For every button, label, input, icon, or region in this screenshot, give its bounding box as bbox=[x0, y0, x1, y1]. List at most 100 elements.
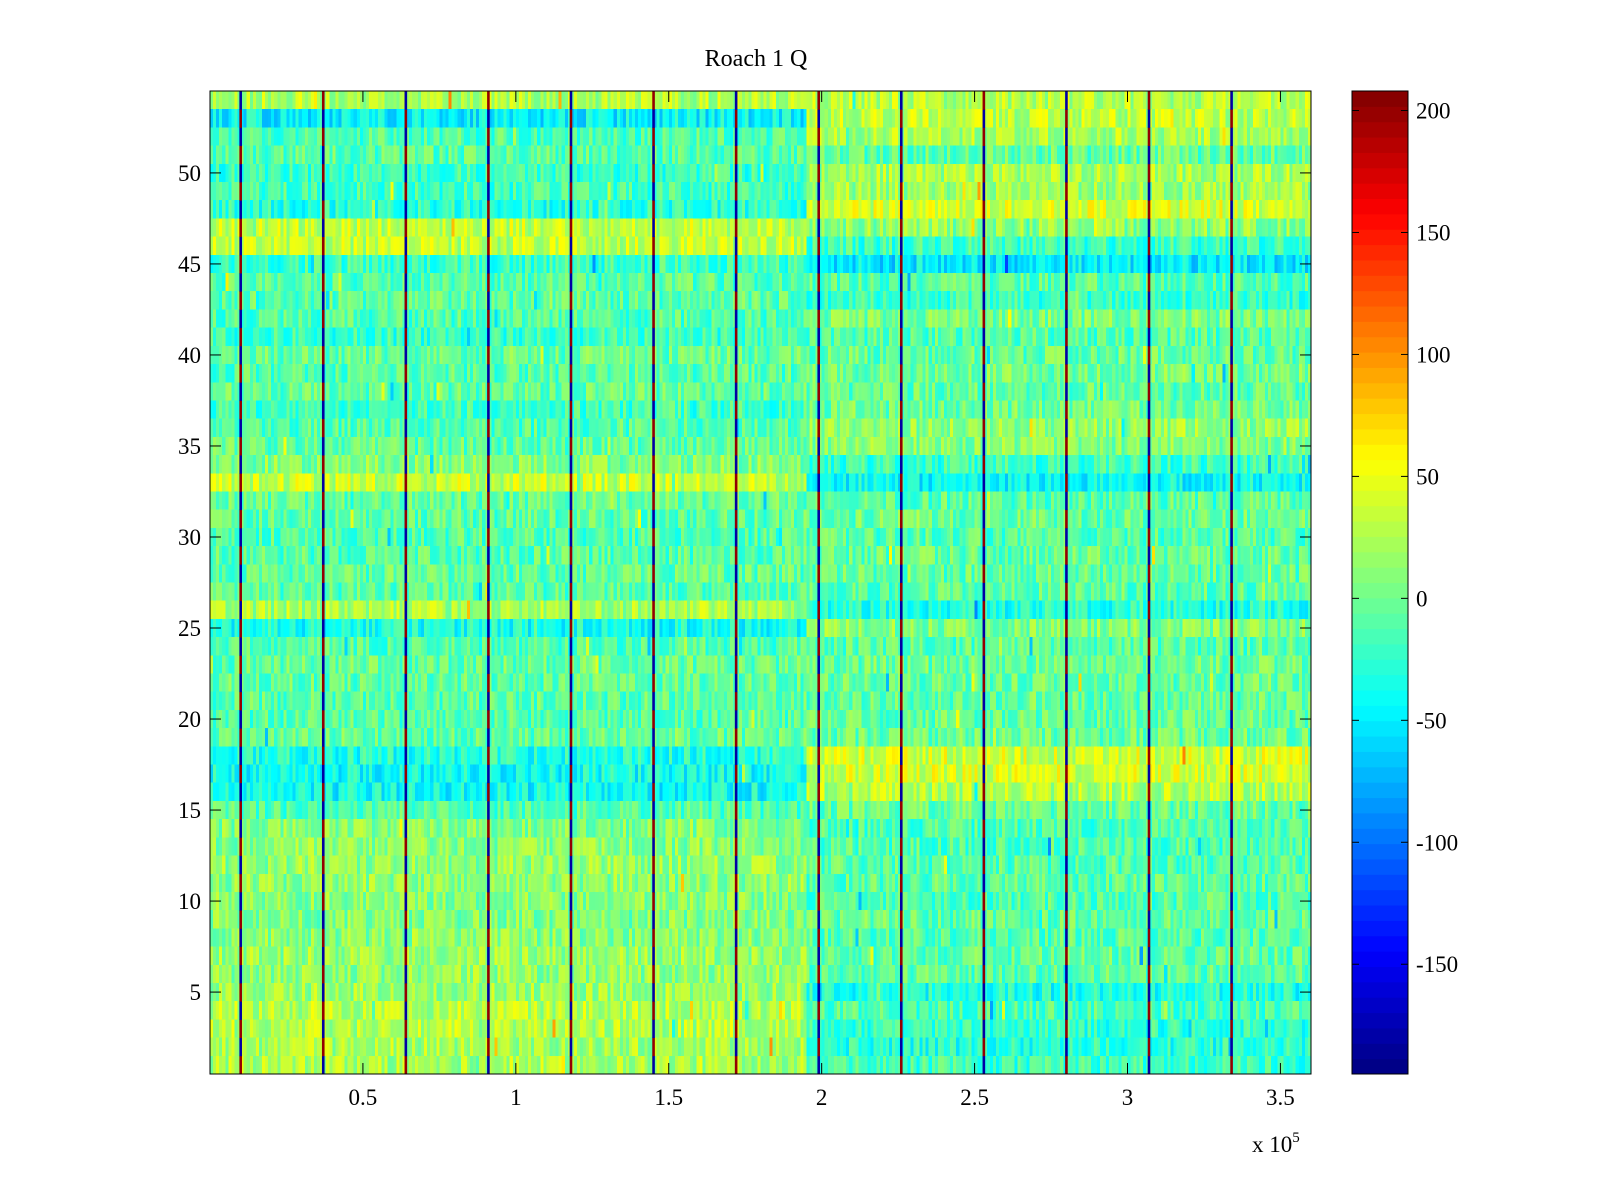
boundary-cell bbox=[734, 600, 738, 620]
boundary-cell bbox=[899, 127, 903, 147]
boundary-cell bbox=[239, 618, 242, 638]
boundary-cell bbox=[1065, 764, 1068, 784]
boundary-cell bbox=[239, 527, 242, 547]
colorbar-step bbox=[1352, 259, 1408, 276]
boundary-cell bbox=[817, 946, 821, 966]
boundary-cell bbox=[817, 145, 821, 165]
boundary-cell bbox=[321, 600, 325, 620]
boundary-cell bbox=[1065, 418, 1068, 438]
boundary-cell bbox=[899, 618, 903, 638]
boundary-cell bbox=[899, 764, 903, 784]
boundary-cell bbox=[1230, 1019, 1233, 1038]
boundary-cell bbox=[487, 382, 490, 401]
boundary-cell bbox=[404, 1055, 408, 1075]
colorbar-step bbox=[1352, 306, 1408, 322]
boundary-cell bbox=[899, 1055, 903, 1075]
boundary-cell bbox=[734, 910, 738, 929]
boundary-cell bbox=[321, 964, 325, 984]
boundary-cell bbox=[321, 764, 325, 784]
colorbar-step bbox=[1352, 828, 1408, 845]
boundary-cell bbox=[487, 673, 490, 693]
boundary-cell bbox=[817, 455, 821, 474]
colorbar-step bbox=[1352, 121, 1408, 138]
boundary-cell bbox=[817, 509, 821, 529]
boundary-cell bbox=[734, 145, 738, 165]
colorbar-step bbox=[1352, 613, 1408, 630]
boundary-cell bbox=[899, 291, 903, 310]
boundary-cell bbox=[899, 218, 903, 238]
boundary-cell bbox=[1230, 364, 1233, 383]
boundary-cell bbox=[982, 491, 986, 511]
boundary-cell bbox=[817, 982, 821, 1002]
boundary-cell bbox=[569, 345, 573, 365]
boundary-cell bbox=[899, 273, 903, 292]
boundary-cell bbox=[321, 91, 325, 110]
boundary-cell bbox=[239, 473, 242, 492]
boundary-cell bbox=[404, 455, 408, 474]
boundary-cell bbox=[982, 327, 986, 347]
boundary-cell bbox=[899, 564, 903, 583]
boundary-cell bbox=[1230, 91, 1233, 110]
boundary-cell bbox=[1230, 327, 1233, 347]
boundary-cell bbox=[982, 527, 986, 547]
y-tick-label: 40 bbox=[178, 343, 201, 368]
boundary-cell bbox=[734, 491, 738, 511]
boundary-cell bbox=[899, 491, 903, 511]
boundary-cell bbox=[652, 309, 655, 329]
boundary-cell bbox=[1147, 873, 1151, 893]
boundary-cell bbox=[1147, 546, 1151, 565]
boundary-cell bbox=[899, 91, 903, 110]
boundary-cell bbox=[569, 145, 573, 165]
boundary-cell bbox=[239, 109, 242, 128]
boundary-cell bbox=[1230, 564, 1233, 583]
boundary-cell bbox=[652, 127, 655, 147]
segment-boundary bbox=[321, 91, 325, 1075]
boundary-cell bbox=[321, 928, 325, 947]
boundary-cell bbox=[1230, 655, 1233, 674]
boundary-cell bbox=[404, 982, 408, 1002]
boundary-cell bbox=[1230, 964, 1233, 984]
segment-boundary bbox=[982, 91, 986, 1075]
y-tick-label: 45 bbox=[178, 252, 201, 277]
boundary-cell bbox=[982, 837, 986, 856]
boundary-cell bbox=[569, 782, 573, 802]
colorbar-step bbox=[1352, 628, 1408, 645]
boundary-cell bbox=[734, 382, 738, 401]
boundary-cell bbox=[404, 327, 408, 347]
boundary-cell bbox=[817, 1055, 821, 1075]
boundary-cell bbox=[734, 91, 738, 110]
boundary-cell bbox=[982, 928, 986, 947]
boundary-cell bbox=[487, 1001, 490, 1020]
boundary-cell bbox=[1230, 673, 1233, 693]
boundary-cell bbox=[321, 418, 325, 438]
boundary-cell bbox=[239, 910, 242, 929]
boundary-cell bbox=[239, 564, 242, 583]
boundary-cell bbox=[404, 291, 408, 310]
colorbar-step bbox=[1352, 490, 1408, 507]
boundary-cell bbox=[321, 728, 325, 747]
boundary-cell bbox=[239, 145, 242, 165]
colorbar-step bbox=[1352, 751, 1408, 768]
boundary-cell bbox=[239, 800, 242, 820]
boundary-cell bbox=[1147, 709, 1151, 729]
boundary-cell bbox=[569, 291, 573, 310]
boundary-cell bbox=[652, 964, 655, 984]
boundary-cell bbox=[652, 327, 655, 347]
boundary-cell bbox=[982, 782, 986, 802]
boundary-cell bbox=[1147, 946, 1151, 966]
boundary-cell bbox=[1065, 618, 1068, 638]
boundary-cell bbox=[1065, 600, 1068, 620]
boundary-cell bbox=[487, 1037, 490, 1057]
x-tick-label: 1.5 bbox=[654, 1085, 683, 1110]
boundary-cell bbox=[899, 455, 903, 474]
boundary-cell bbox=[652, 910, 655, 929]
boundary-cell bbox=[652, 728, 655, 747]
boundary-cell bbox=[1230, 527, 1233, 547]
boundary-cell bbox=[239, 291, 242, 310]
boundary-cell bbox=[652, 527, 655, 547]
boundary-cell bbox=[487, 746, 490, 765]
boundary-cell bbox=[1147, 582, 1151, 602]
colorbar-step bbox=[1352, 874, 1408, 891]
boundary-cell bbox=[1147, 782, 1151, 802]
boundary-cell bbox=[817, 600, 821, 620]
